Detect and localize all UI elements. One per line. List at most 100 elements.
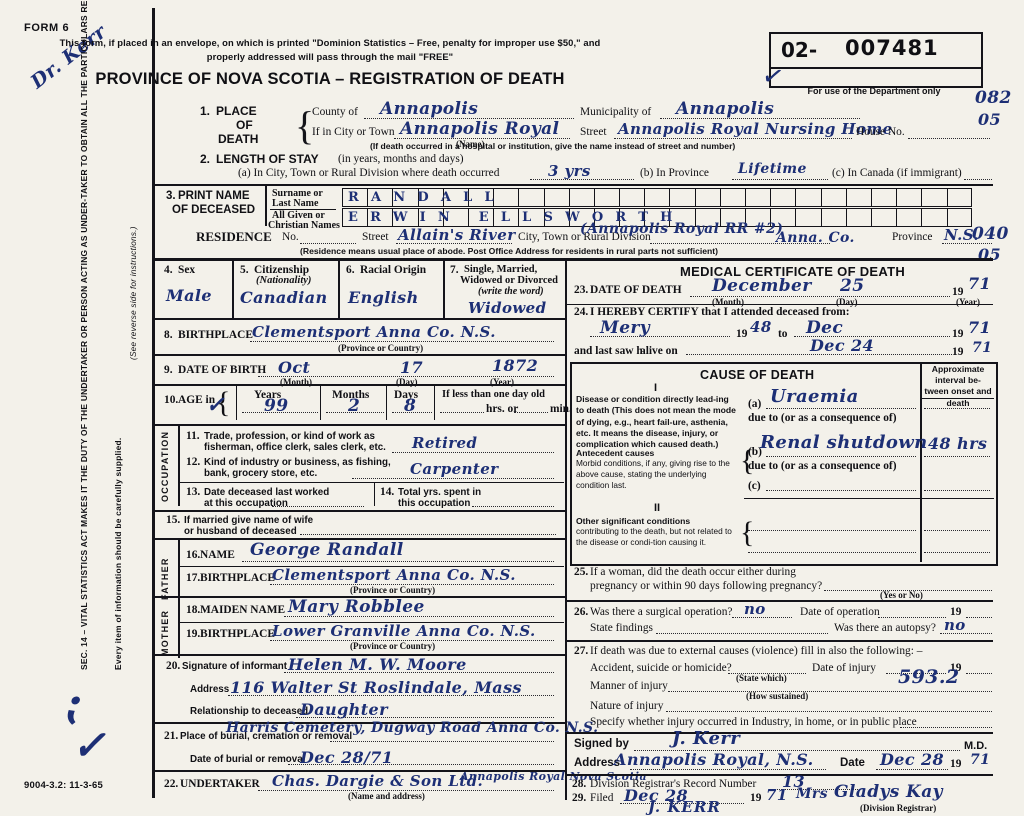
pregnancy-label-2: pregnancy or within 90 days following pr… bbox=[590, 580, 823, 592]
operation-date-label: Date of operation bbox=[800, 606, 880, 618]
stay-a-label: (a) In City, Town or Rural Division wher… bbox=[238, 167, 500, 179]
signed-address-label: Address bbox=[574, 757, 621, 769]
print-name-label-1: PRINT NAME bbox=[178, 190, 250, 202]
place-of-death-item-number: 1. bbox=[200, 104, 211, 118]
mother-side-label: MOTHER bbox=[160, 609, 170, 656]
dod-year-sub: (Year) bbox=[956, 297, 980, 307]
birthplace-sub: (Province or Country) bbox=[338, 343, 424, 353]
given-names-value: ERWIN ELLSWORTH bbox=[348, 210, 685, 225]
dod-day-sub: (Day) bbox=[836, 297, 858, 307]
last-saw-line bbox=[686, 354, 952, 355]
autopsy-label: Was there an autopsy? bbox=[834, 622, 936, 634]
informant-relationship-value: Daughter bbox=[300, 700, 388, 719]
total-years-line bbox=[472, 506, 554, 507]
trade-label-2: fisherman, office clerk, sales clerk, et… bbox=[204, 442, 386, 453]
burial-place-line bbox=[330, 741, 554, 742]
city-town-label: If in City or Town bbox=[312, 126, 395, 138]
filed-year-value: 71 bbox=[766, 786, 788, 804]
divider-interval-column bbox=[920, 362, 922, 562]
findings-label: State findings bbox=[590, 622, 653, 634]
undertaker-label: UNDERTAKER bbox=[180, 778, 260, 790]
division-registrar-sub: (Division Registrar) bbox=[860, 803, 937, 813]
due-to-label-2: due to (or as a consequence of) bbox=[748, 460, 897, 472]
other-conditions-description: contributing to the death, but not relat… bbox=[576, 526, 732, 547]
autopsy-value: no bbox=[944, 616, 966, 634]
age-days-value: 8 bbox=[404, 396, 417, 416]
residence-province-label: Province bbox=[892, 231, 933, 243]
signed-date-line bbox=[876, 769, 948, 770]
accident-line bbox=[728, 673, 806, 674]
surgical-item-number: 26. bbox=[574, 606, 589, 618]
regbox-divider bbox=[771, 67, 981, 69]
place-of-death-label-2: OF bbox=[236, 118, 253, 132]
last-saw-year-value: 71 bbox=[972, 340, 993, 356]
racial-origin-value: English bbox=[348, 288, 419, 307]
cause-a-line bbox=[766, 408, 916, 409]
residence-street-line bbox=[396, 243, 512, 244]
antecedent-causes-title: Antecedent causes bbox=[576, 448, 655, 458]
external-label: If death was due to external causes (vio… bbox=[590, 645, 923, 657]
date-of-death-item-number: 23. bbox=[574, 284, 589, 296]
length-of-stay-label: LENGTH OF STAY bbox=[216, 152, 319, 166]
last-worked-label-1: Date deceased last worked bbox=[204, 487, 330, 498]
cause-of-death-box bbox=[570, 362, 998, 566]
surgical-value: no bbox=[744, 600, 766, 618]
vital-statistics-act-notice: SEC. 14 – VITAL STATISTICS ACT MAKES IT … bbox=[78, 0, 91, 670]
divider-sex-citizenship bbox=[232, 260, 234, 318]
place-of-death-brace: { bbox=[295, 103, 315, 148]
document-title: PROVINCE OF NOVA SCOTIA – REGISTRATION O… bbox=[95, 70, 565, 88]
given-label-1: All Given or bbox=[272, 210, 325, 221]
handwritten-checkmark-left: ✓ bbox=[72, 722, 106, 769]
mother-maiden-item-number: 18. bbox=[186, 604, 201, 616]
informant-signature-label: Signature of informant bbox=[182, 661, 288, 672]
undertaker-line bbox=[258, 790, 554, 791]
form-number-label: FORM 6 bbox=[24, 22, 70, 34]
city-town-value: Annapolis Royal bbox=[400, 119, 560, 139]
informant-signature-line bbox=[284, 672, 554, 673]
last-saw-label-2: alive on bbox=[640, 345, 678, 357]
racial-origin-item-number: 6. bbox=[346, 264, 355, 276]
divider-interval-header bbox=[920, 398, 994, 400]
father-birthplace-label: BIRTHPLACE bbox=[200, 572, 275, 584]
divider-main-vertical bbox=[565, 260, 568, 800]
industry-line bbox=[352, 478, 554, 479]
marital-label-2: Widowed or Divorced bbox=[460, 275, 559, 286]
signed-year-prefix: 19 bbox=[950, 758, 962, 770]
dob-year-value: 1872 bbox=[492, 356, 539, 375]
mother-birthplace-value: Lower Granville Anna Co. N.S. bbox=[272, 622, 536, 640]
father-birthplace-line bbox=[270, 584, 554, 585]
birthplace-label: BIRTHPLACE bbox=[178, 329, 253, 341]
surname-underline bbox=[270, 209, 336, 210]
certify-item-number: 24. bbox=[574, 306, 589, 318]
undertaker-value: Chas. Dargie & Son Ltd. bbox=[272, 772, 484, 790]
registration-number-box: 02- 007481 bbox=[769, 32, 983, 88]
filed-label: Filed bbox=[590, 792, 614, 804]
filed-item-number: 29. bbox=[572, 792, 587, 804]
length-of-stay-item-number: 2. bbox=[200, 152, 211, 166]
cause-of-death-title: CAUSE OF DEATH bbox=[700, 368, 815, 382]
certify-to-value: Dec bbox=[806, 318, 844, 338]
margin-code-05-a: 05 bbox=[978, 110, 1002, 129]
burial-date-value: Dec 28/71 bbox=[300, 748, 394, 767]
certify-label: I HEREBY CERTIFY that I attended decease… bbox=[590, 306, 850, 318]
county-label: County of bbox=[312, 106, 358, 118]
last-saw-value: Dec 24 bbox=[810, 336, 875, 355]
dob-day-sub: (Day) bbox=[396, 377, 418, 387]
age-label: AGE in bbox=[178, 394, 216, 406]
print-name-label-2: OF DECEASED bbox=[172, 204, 256, 216]
other-conditions-brace: { bbox=[740, 516, 755, 549]
citizenship-label: Citizenship bbox=[254, 264, 310, 276]
marital-item-number: 7. bbox=[450, 264, 459, 276]
residence-city-label: City, Town or Rural Division bbox=[518, 231, 651, 243]
informant-relationship-label: Relationship to deceased bbox=[190, 706, 309, 717]
surname-label-2: Last Name bbox=[272, 198, 319, 209]
md-label: M.D. bbox=[964, 740, 988, 752]
stay-a-value: 3 yrs bbox=[548, 162, 591, 180]
certify-to-year-prefix: 19 bbox=[952, 328, 964, 340]
filed-year-prefix: 19 bbox=[750, 792, 762, 804]
how-sustained-sub: (How sustained) bbox=[746, 691, 809, 701]
residence-street-value: Allain's River bbox=[398, 226, 516, 244]
residence-city-line bbox=[650, 243, 830, 244]
age-min-label: min. bbox=[550, 403, 572, 415]
